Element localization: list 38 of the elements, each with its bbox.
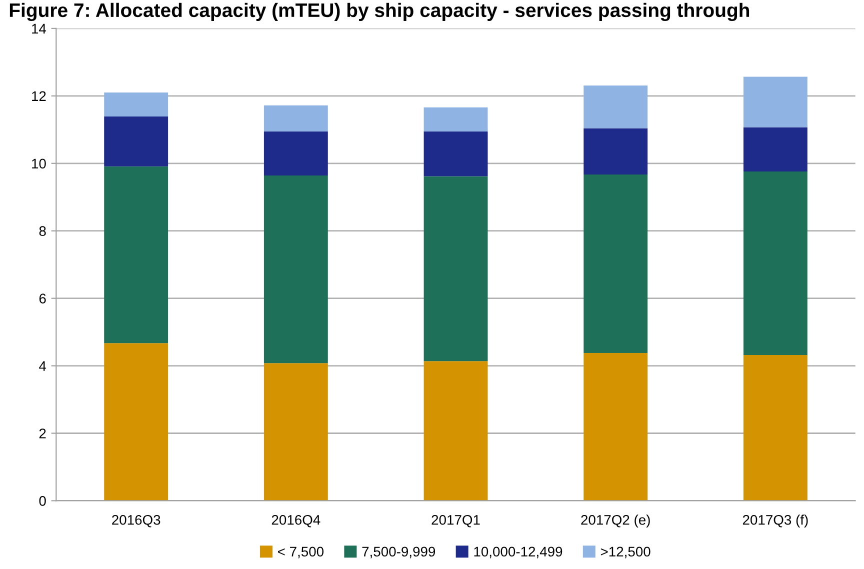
bar	[743, 171, 808, 355]
bar	[424, 107, 488, 132]
y-tick-label: 14	[32, 24, 46, 34]
bar	[743, 354, 808, 501]
bar	[264, 363, 328, 501]
x-tick-label: 2017Q1	[432, 514, 480, 528]
y-tick-label: 2	[39, 428, 46, 438]
x-tick-label: 2017Q3 (f)	[742, 514, 808, 528]
y-tick-label: 8	[39, 226, 46, 236]
x-tick-label: 2016Q3	[112, 514, 160, 528]
legend-label: < 7,500	[278, 546, 324, 558]
bar	[424, 361, 488, 501]
y-tick-label: 10	[32, 158, 46, 169]
legend-label: 7,500-9,999	[362, 546, 436, 558]
bar	[424, 131, 488, 176]
chart-title: Figure 7: Allocated capacity (mTEU) by ship capacity - services passing through	[10, 2, 750, 22]
y-tick-label: 6	[39, 294, 46, 304]
y-tick-label: 4	[39, 361, 46, 371]
bar	[424, 176, 488, 362]
x-tick-label: 2016Q4	[272, 514, 320, 528]
legend-label: >12,500	[600, 546, 650, 558]
bar	[584, 128, 648, 175]
bar	[264, 131, 328, 176]
bar	[264, 105, 328, 132]
bar	[104, 166, 168, 344]
bar	[104, 343, 168, 501]
bar	[743, 76, 808, 128]
bar	[584, 85, 648, 128]
bar	[104, 116, 168, 166]
bar	[264, 176, 328, 364]
y-tick-label: 12	[32, 91, 46, 101]
y-tick-label: 0	[39, 496, 46, 506]
bar	[584, 174, 648, 353]
bar	[584, 352, 648, 501]
bar	[104, 92, 168, 116]
legend-label: 10,000-12,499	[474, 546, 562, 558]
bar	[743, 127, 808, 172]
x-tick-label: 2017Q2 (e)	[581, 514, 650, 528]
